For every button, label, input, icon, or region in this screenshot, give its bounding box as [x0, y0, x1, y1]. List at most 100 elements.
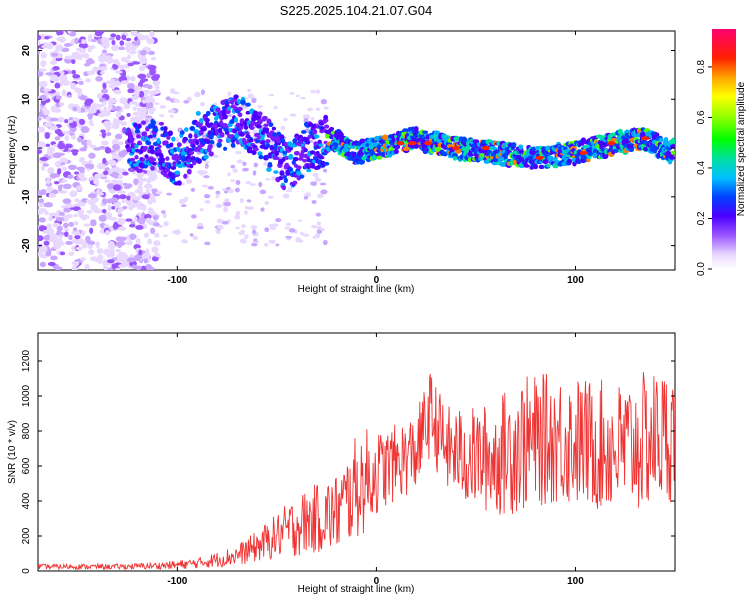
heatmap-ridge-blob: [151, 161, 157, 166]
heatmap-speckle: [126, 112, 131, 117]
heatmap-speckle: [106, 183, 115, 190]
heatmap-speckle: [39, 261, 47, 268]
heatmap-ridge-blob: [268, 122, 274, 128]
heatmap-speckle: [117, 141, 124, 146]
heatmap-speckle: [203, 175, 210, 179]
heatmap-speckle: [147, 207, 154, 212]
heatmap-speckle: [68, 164, 77, 171]
heatmap-speckle: [85, 78, 91, 83]
heatmap-speckle: [85, 235, 91, 243]
heatmap-speckle: [217, 224, 224, 230]
heatmap-xtick-label: 0: [374, 275, 380, 286]
heatmap-speckle: [306, 107, 314, 112]
heatmap-ridge-blob: [315, 150, 320, 156]
heatmap-ridge-blob: [163, 126, 168, 132]
heatmap-speckle: [166, 192, 172, 196]
heatmap-speckle: [117, 46, 126, 51]
heatmap-ridge-blob: [203, 154, 209, 160]
heatmap-speckle: [320, 228, 325, 232]
heatmap-ridge-blob: [167, 163, 172, 169]
heatmap-speckle: [150, 227, 156, 235]
colorbar-tick-label: 0.8: [696, 60, 707, 74]
heatmap-speckle: [112, 222, 119, 230]
heatmap-speckle: [89, 144, 97, 149]
heatmap-speckle: [117, 190, 127, 194]
heatmap-speckle: [196, 226, 204, 230]
heatmap-speckle: [58, 36, 66, 43]
heatmap-speckle: [67, 94, 72, 98]
heatmap-speckle: [155, 191, 163, 195]
heatmap-ridge-blob: [165, 156, 170, 161]
heatmap-speckle: [199, 101, 205, 107]
heatmap-speckle: [74, 235, 81, 240]
heatmap-ridge-blob: [394, 145, 401, 150]
heatmap-speckle: [234, 187, 240, 193]
heatmap-ridge-blob: [393, 148, 399, 155]
heatmap-speckle: [138, 65, 146, 72]
heatmap-speckle: [131, 234, 137, 239]
heatmap-speckle: [154, 232, 160, 238]
heatmap-speckle: [135, 238, 141, 245]
heatmap-speckle: [69, 82, 77, 90]
heatmap-ridge-blob: [158, 121, 165, 126]
heatmap-speckle: [104, 147, 112, 154]
heatmap-speckle: [45, 143, 51, 148]
heatmap-speckle: [303, 195, 309, 200]
heatmap-speckle: [126, 199, 134, 206]
heatmap-ridge-blob: [147, 134, 153, 139]
heatmap-speckle: [40, 86, 45, 94]
heatmap-speckle: [137, 174, 143, 183]
heatmap-speckle: [133, 85, 143, 91]
heatmap-speckle: [119, 194, 127, 200]
heatmap-speckle: [284, 226, 291, 230]
heatmap-speckle: [46, 146, 55, 153]
heatmap-speckle: [147, 266, 155, 270]
heatmap-ridge-blob: [265, 143, 271, 149]
heatmap-ridge-blob: [150, 120, 157, 126]
heatmap-ridge-blob: [237, 106, 243, 112]
heatmap-hotspot: [579, 150, 588, 155]
heatmap-ridge-blob: [296, 170, 302, 176]
heatmap-speckle: [97, 192, 105, 196]
heatmap-speckle: [115, 248, 122, 253]
heatmap-speckle: [152, 214, 159, 221]
heatmap-ridge-blob: [273, 170, 279, 174]
heatmap-speckle: [115, 111, 122, 118]
heatmap-speckle: [114, 133, 123, 140]
heatmap-speckle: [67, 174, 74, 179]
heatmap-speckle: [111, 44, 119, 52]
heatmap-ridge-blob: [217, 138, 223, 143]
heatmap-ridge-blob: [188, 150, 195, 155]
heatmap-speckle: [183, 100, 190, 104]
heatmap-ridge-blob: [282, 150, 288, 155]
heatmap-speckle: [180, 204, 187, 208]
heatmap-speckle: [67, 31, 72, 34]
heatmap-speckle: [199, 208, 204, 212]
heatmap-speckle: [246, 206, 254, 210]
heatmap-speckle: [110, 98, 118, 104]
heatmap-speckle: [85, 199, 94, 203]
heatmap-speckle: [38, 110, 45, 118]
heatmap-speckle: [43, 235, 50, 241]
heatmap-ridge-blob: [245, 134, 251, 139]
heatmap-speckle: [275, 243, 280, 247]
heatmap-speckle: [88, 152, 96, 159]
heatmap-speckle: [59, 75, 67, 82]
heatmap-speckle: [161, 210, 166, 214]
snr-ytick-label: 1000: [21, 384, 32, 407]
heatmap-speckle: [100, 71, 105, 75]
heatmap-ridge-blob: [150, 165, 155, 171]
heatmap-ridge-blob: [199, 117, 204, 124]
heatmap-ridge-blob: [382, 134, 389, 141]
heatmap-blobs: [38, 31, 675, 270]
heatmap-ridge-blob: [259, 137, 265, 142]
heatmap-speckle: [129, 101, 138, 105]
heatmap-ridge-blob: [305, 140, 311, 145]
heatmap-speckle: [38, 208, 47, 213]
heatmap-ridge-blob: [230, 142, 236, 148]
heatmap-ridge-blob: [207, 143, 213, 150]
heatmap-speckle: [100, 88, 109, 94]
heatmap-speckle: [258, 181, 263, 188]
heatmap-ridge-blob: [183, 127, 189, 132]
heatmap-ridge-blob: [137, 140, 142, 145]
